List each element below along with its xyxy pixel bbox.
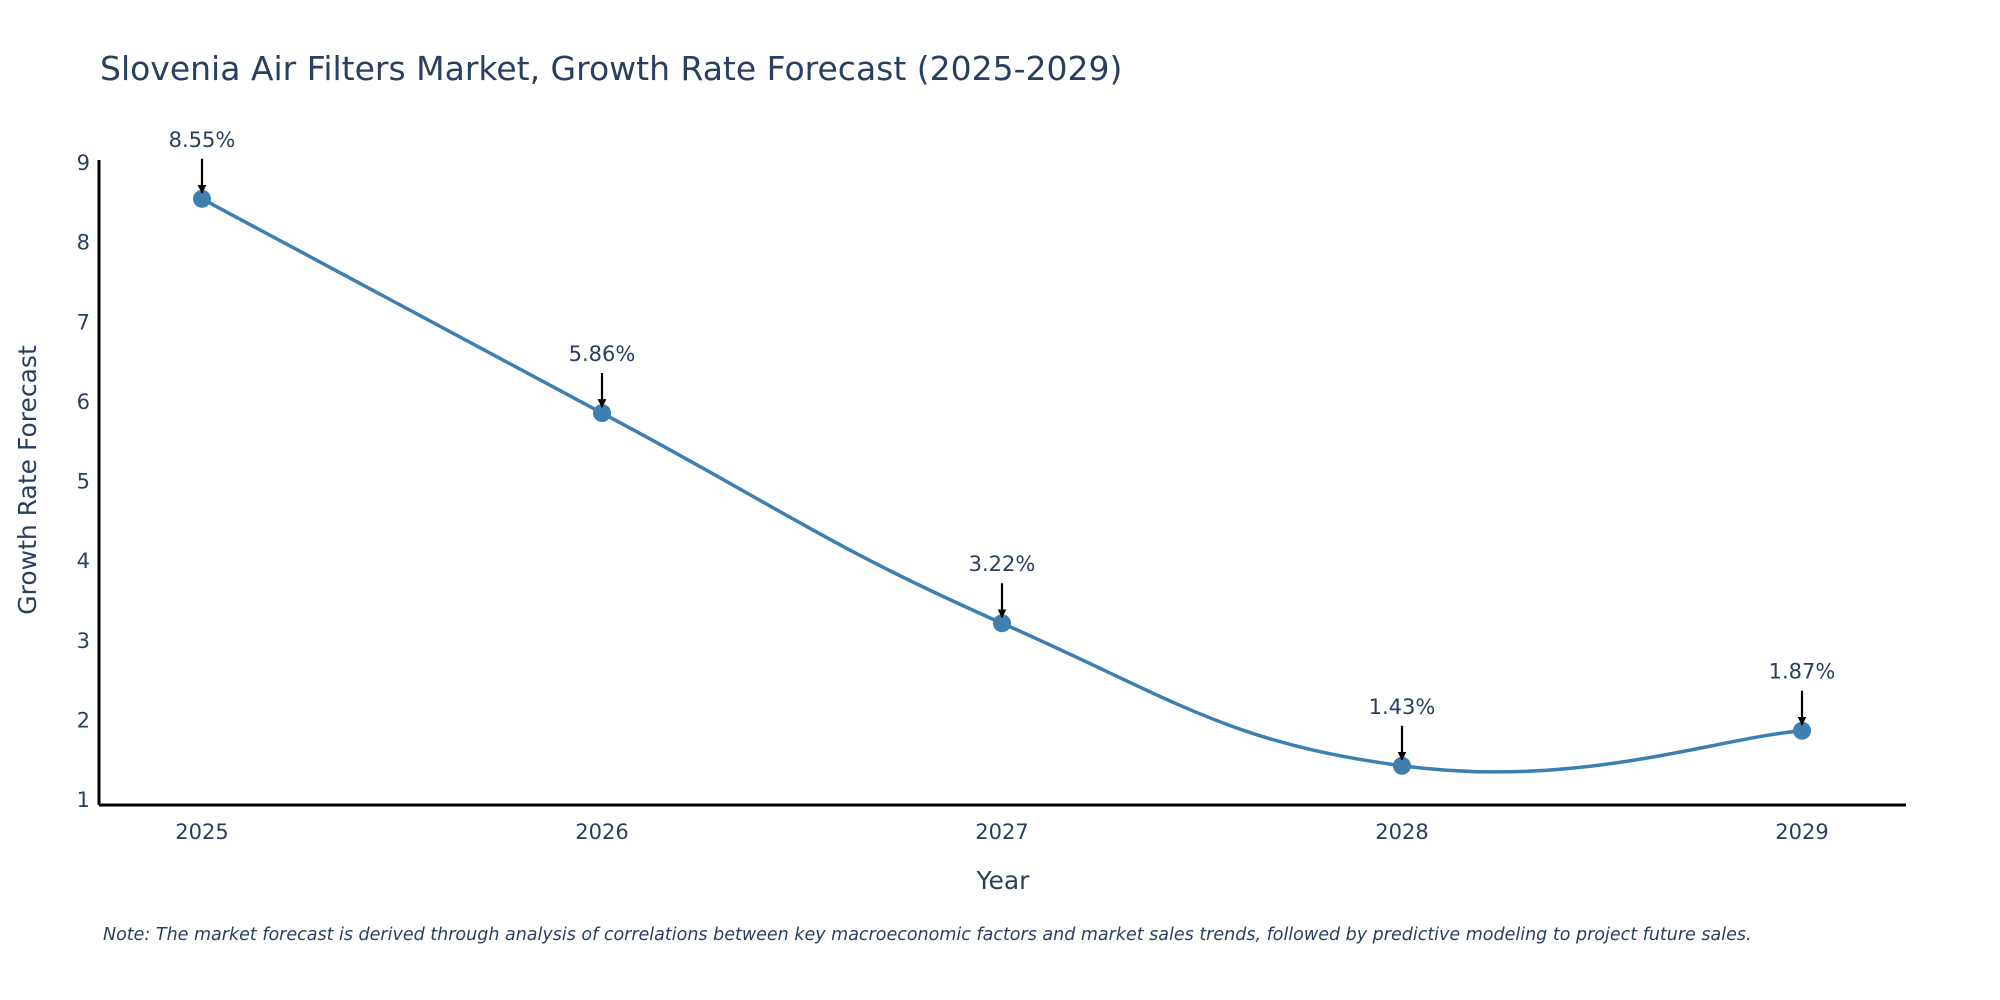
- y-tick-label: 5: [77, 470, 90, 494]
- x-tick-label: 2027: [975, 820, 1028, 844]
- data-label: 8.55%: [169, 128, 236, 152]
- footnote: Note: The market forecast is derived thr…: [103, 925, 1752, 945]
- y-tick-label: 4: [77, 549, 90, 573]
- data-markers: [193, 189, 1811, 775]
- data-point: [1393, 756, 1411, 775]
- y-tick-labels: 1 2 3 4 5 6 7 8 9: [77, 151, 90, 812]
- y-tick-label: 2: [77, 708, 90, 732]
- y-axis-title: Growth Rate Forecast: [13, 345, 42, 615]
- chart-title: Slovenia Air Filters Market, Growth Rate…: [100, 49, 1122, 88]
- x-tick-label: 2025: [175, 820, 228, 844]
- data-point: [993, 614, 1011, 633]
- y-tick-label: 7: [77, 310, 90, 334]
- x-axis-title: Year: [976, 866, 1031, 895]
- y-tick-label: 8: [77, 231, 90, 255]
- data-label: 3.22%: [969, 552, 1036, 576]
- data-label: 5.86%: [569, 342, 636, 366]
- y-tick-label: 3: [77, 629, 90, 653]
- y-tick-label: 6: [77, 390, 90, 414]
- series-line: [201, 197, 1803, 774]
- data-label: 1.87%: [1769, 660, 1836, 684]
- x-tick-label: 2028: [1375, 820, 1428, 844]
- x-tick-label: 2029: [1775, 820, 1828, 844]
- data-annotations: 8.55% 5.86% 3.22% 1.43% 1.87%: [169, 128, 1836, 761]
- data-point: [1793, 721, 1811, 740]
- data-point: [193, 189, 211, 208]
- x-tick-label: 2026: [575, 820, 628, 844]
- x-tick-labels: 2025 2026 2027 2028 2029: [175, 820, 1828, 844]
- y-tick-label: 9: [77, 151, 90, 175]
- y-tick-label: 1: [77, 788, 90, 812]
- data-point: [593, 404, 611, 423]
- data-label: 1.43%: [1369, 695, 1436, 719]
